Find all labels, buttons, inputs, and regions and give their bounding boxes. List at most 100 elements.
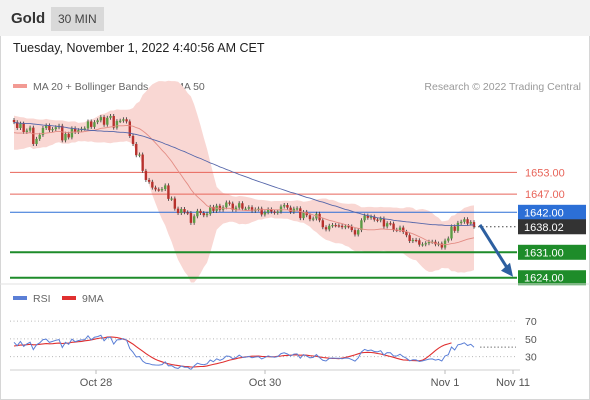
candle-body (202, 213, 205, 216)
candle-body (61, 125, 64, 141)
candle-body (183, 209, 186, 213)
rsi-ma-legend-swatch (62, 296, 76, 300)
candle-body (331, 225, 334, 227)
candle-body (411, 239, 415, 242)
candle-body (459, 221, 463, 223)
candle-body (292, 208, 296, 212)
candle-body (167, 185, 170, 199)
candle-body (196, 210, 199, 217)
rsi-tick-label: 70 (525, 316, 537, 328)
timeframe-badge[interactable]: 30 MIN (51, 7, 104, 31)
candle-body (73, 128, 77, 132)
candle-body (112, 115, 115, 128)
support-tag (518, 244, 586, 260)
candle-body (99, 117, 103, 121)
resistance-label: 1647.00 (525, 189, 565, 201)
candle-body (77, 130, 80, 132)
forecast-arrow-head (501, 262, 513, 277)
candle-body (122, 119, 125, 121)
pivot-label: 1642.00 (524, 207, 564, 219)
candle-body (363, 215, 366, 221)
candle-body (250, 207, 254, 211)
x-axis: Oct 28 Oct 30 Nov 1 Nov 11 (80, 370, 530, 389)
candle-body (70, 128, 74, 138)
candle-body (453, 226, 456, 231)
candle-body (41, 127, 45, 135)
candle-body (472, 222, 476, 227)
candle-body (466, 219, 469, 224)
candle-body (135, 143, 138, 156)
ma20-legend-label: MA 20 + Bollinger Bands (33, 81, 148, 93)
candle-body (54, 127, 58, 130)
candle-body (209, 206, 212, 214)
rsi-tick-label: 50 (525, 334, 537, 346)
rsi-tick-label: 30 (525, 352, 537, 364)
candle-body (347, 226, 350, 228)
x-tick-label: Oct 28 (80, 377, 112, 389)
candle-body (469, 222, 472, 224)
candle-body (350, 226, 353, 231)
forecast-arrow (478, 223, 513, 277)
candle-body (12, 119, 16, 123)
candle-body (218, 205, 222, 210)
candle-body (44, 125, 48, 128)
support-label: 1631.00 (524, 247, 564, 259)
candle-body (408, 235, 411, 242)
candle-body (295, 208, 299, 210)
report-datetime: Tuesday, November 1, 2022 4:40:56 AM CET (13, 41, 265, 55)
candle-body (176, 208, 180, 214)
candle-body (151, 181, 154, 188)
candle-body (35, 138, 38, 144)
candle-body (266, 209, 270, 213)
last-price-label: 1638.02 (524, 222, 564, 234)
candle-body (324, 227, 328, 230)
candle-body (302, 211, 305, 219)
candle-body (25, 130, 29, 132)
candle-body (22, 123, 25, 132)
candle-body (93, 122, 96, 127)
candle-body (421, 244, 424, 246)
level-tags: 1653.00 1647.00 1642.00 1638.02 1631.00 1624.… (518, 167, 586, 286)
candle-body (456, 222, 460, 231)
candle-body (440, 243, 444, 248)
candle-body (382, 218, 386, 227)
candle-body (205, 213, 209, 216)
candle-body (389, 223, 392, 225)
candle-body (360, 220, 363, 231)
candle-body (163, 185, 167, 190)
candle-body (228, 202, 231, 204)
candle-body (443, 240, 447, 248)
price-legend: MA 20 + Bollinger Bands MA 50 Research ©… (13, 81, 581, 93)
rsi-line (13, 334, 475, 371)
candle-body (102, 117, 106, 125)
candle-body (67, 133, 70, 138)
candle-body (225, 202, 228, 208)
candle-body (344, 226, 347, 228)
instrument-title: Gold (11, 10, 46, 27)
candles (12, 113, 476, 250)
support-label: 1624.00 (524, 273, 564, 285)
candle-body (199, 210, 202, 214)
candle-body (86, 121, 90, 129)
candle-body (241, 203, 244, 209)
candle-body (170, 198, 173, 200)
candle-body (237, 203, 241, 208)
rsi-panel: 70 50 30 (10, 316, 537, 371)
candle-body (450, 226, 453, 239)
candle-body (366, 215, 370, 218)
ma20-legend-swatch (13, 84, 27, 88)
pivot-tag (518, 204, 586, 220)
candle-body (189, 213, 193, 223)
candle-body (308, 215, 312, 220)
rsi-legend-swatch (13, 296, 27, 300)
candle-body (376, 219, 379, 221)
candle-body (392, 223, 395, 230)
candle-body (283, 205, 286, 207)
candle-body (321, 220, 325, 228)
candle-body (328, 225, 331, 230)
candle-body (289, 207, 292, 212)
candle-body (180, 209, 183, 214)
candle-body (311, 218, 315, 220)
candle-body (231, 203, 234, 210)
